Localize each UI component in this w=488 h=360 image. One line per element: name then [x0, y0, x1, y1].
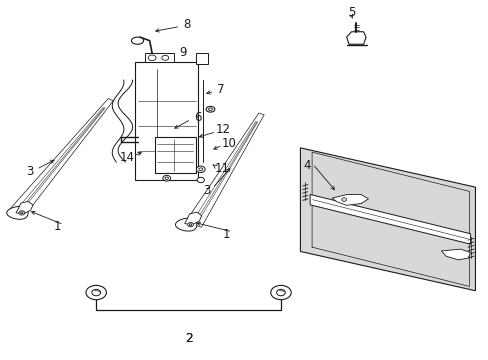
Text: 1: 1 — [54, 220, 61, 233]
Ellipse shape — [162, 55, 168, 60]
Polygon shape — [185, 113, 264, 227]
Text: 9: 9 — [179, 46, 186, 59]
Polygon shape — [16, 202, 33, 214]
Text: 10: 10 — [221, 137, 236, 150]
Polygon shape — [300, 148, 474, 291]
Text: 13: 13 — [182, 160, 197, 173]
Ellipse shape — [270, 285, 290, 300]
Text: 1: 1 — [222, 228, 229, 241]
Text: 3: 3 — [26, 165, 33, 178]
Text: 8: 8 — [183, 18, 190, 31]
Ellipse shape — [276, 289, 285, 296]
Text: 4: 4 — [303, 159, 310, 172]
Bar — [144, 53, 174, 62]
Ellipse shape — [197, 177, 204, 183]
Ellipse shape — [163, 175, 170, 181]
Ellipse shape — [20, 212, 23, 214]
Ellipse shape — [205, 107, 214, 112]
Bar — [196, 53, 207, 64]
Bar — [154, 137, 196, 173]
Ellipse shape — [86, 285, 106, 300]
Polygon shape — [175, 218, 197, 231]
Text: 5: 5 — [347, 6, 354, 19]
Ellipse shape — [92, 289, 101, 296]
Ellipse shape — [189, 224, 191, 226]
Ellipse shape — [196, 166, 204, 172]
Polygon shape — [331, 194, 368, 205]
Text: 2: 2 — [184, 333, 192, 346]
Text: 12: 12 — [215, 123, 230, 136]
Polygon shape — [441, 249, 469, 260]
Text: 2: 2 — [184, 333, 192, 346]
Ellipse shape — [148, 55, 156, 61]
Text: 3: 3 — [203, 184, 210, 197]
Text: 14: 14 — [119, 151, 134, 165]
Polygon shape — [7, 206, 28, 219]
Ellipse shape — [208, 108, 212, 111]
Text: 6: 6 — [194, 111, 201, 124]
Text: 7: 7 — [217, 84, 224, 96]
Ellipse shape — [199, 168, 202, 171]
Ellipse shape — [131, 37, 143, 44]
Polygon shape — [184, 212, 201, 225]
Ellipse shape — [341, 198, 346, 201]
Ellipse shape — [164, 177, 168, 180]
Ellipse shape — [19, 211, 25, 215]
Text: 11: 11 — [214, 162, 229, 175]
Polygon shape — [309, 194, 469, 244]
Polygon shape — [135, 62, 198, 180]
Polygon shape — [346, 32, 366, 44]
Polygon shape — [8, 99, 113, 217]
Ellipse shape — [187, 222, 193, 227]
